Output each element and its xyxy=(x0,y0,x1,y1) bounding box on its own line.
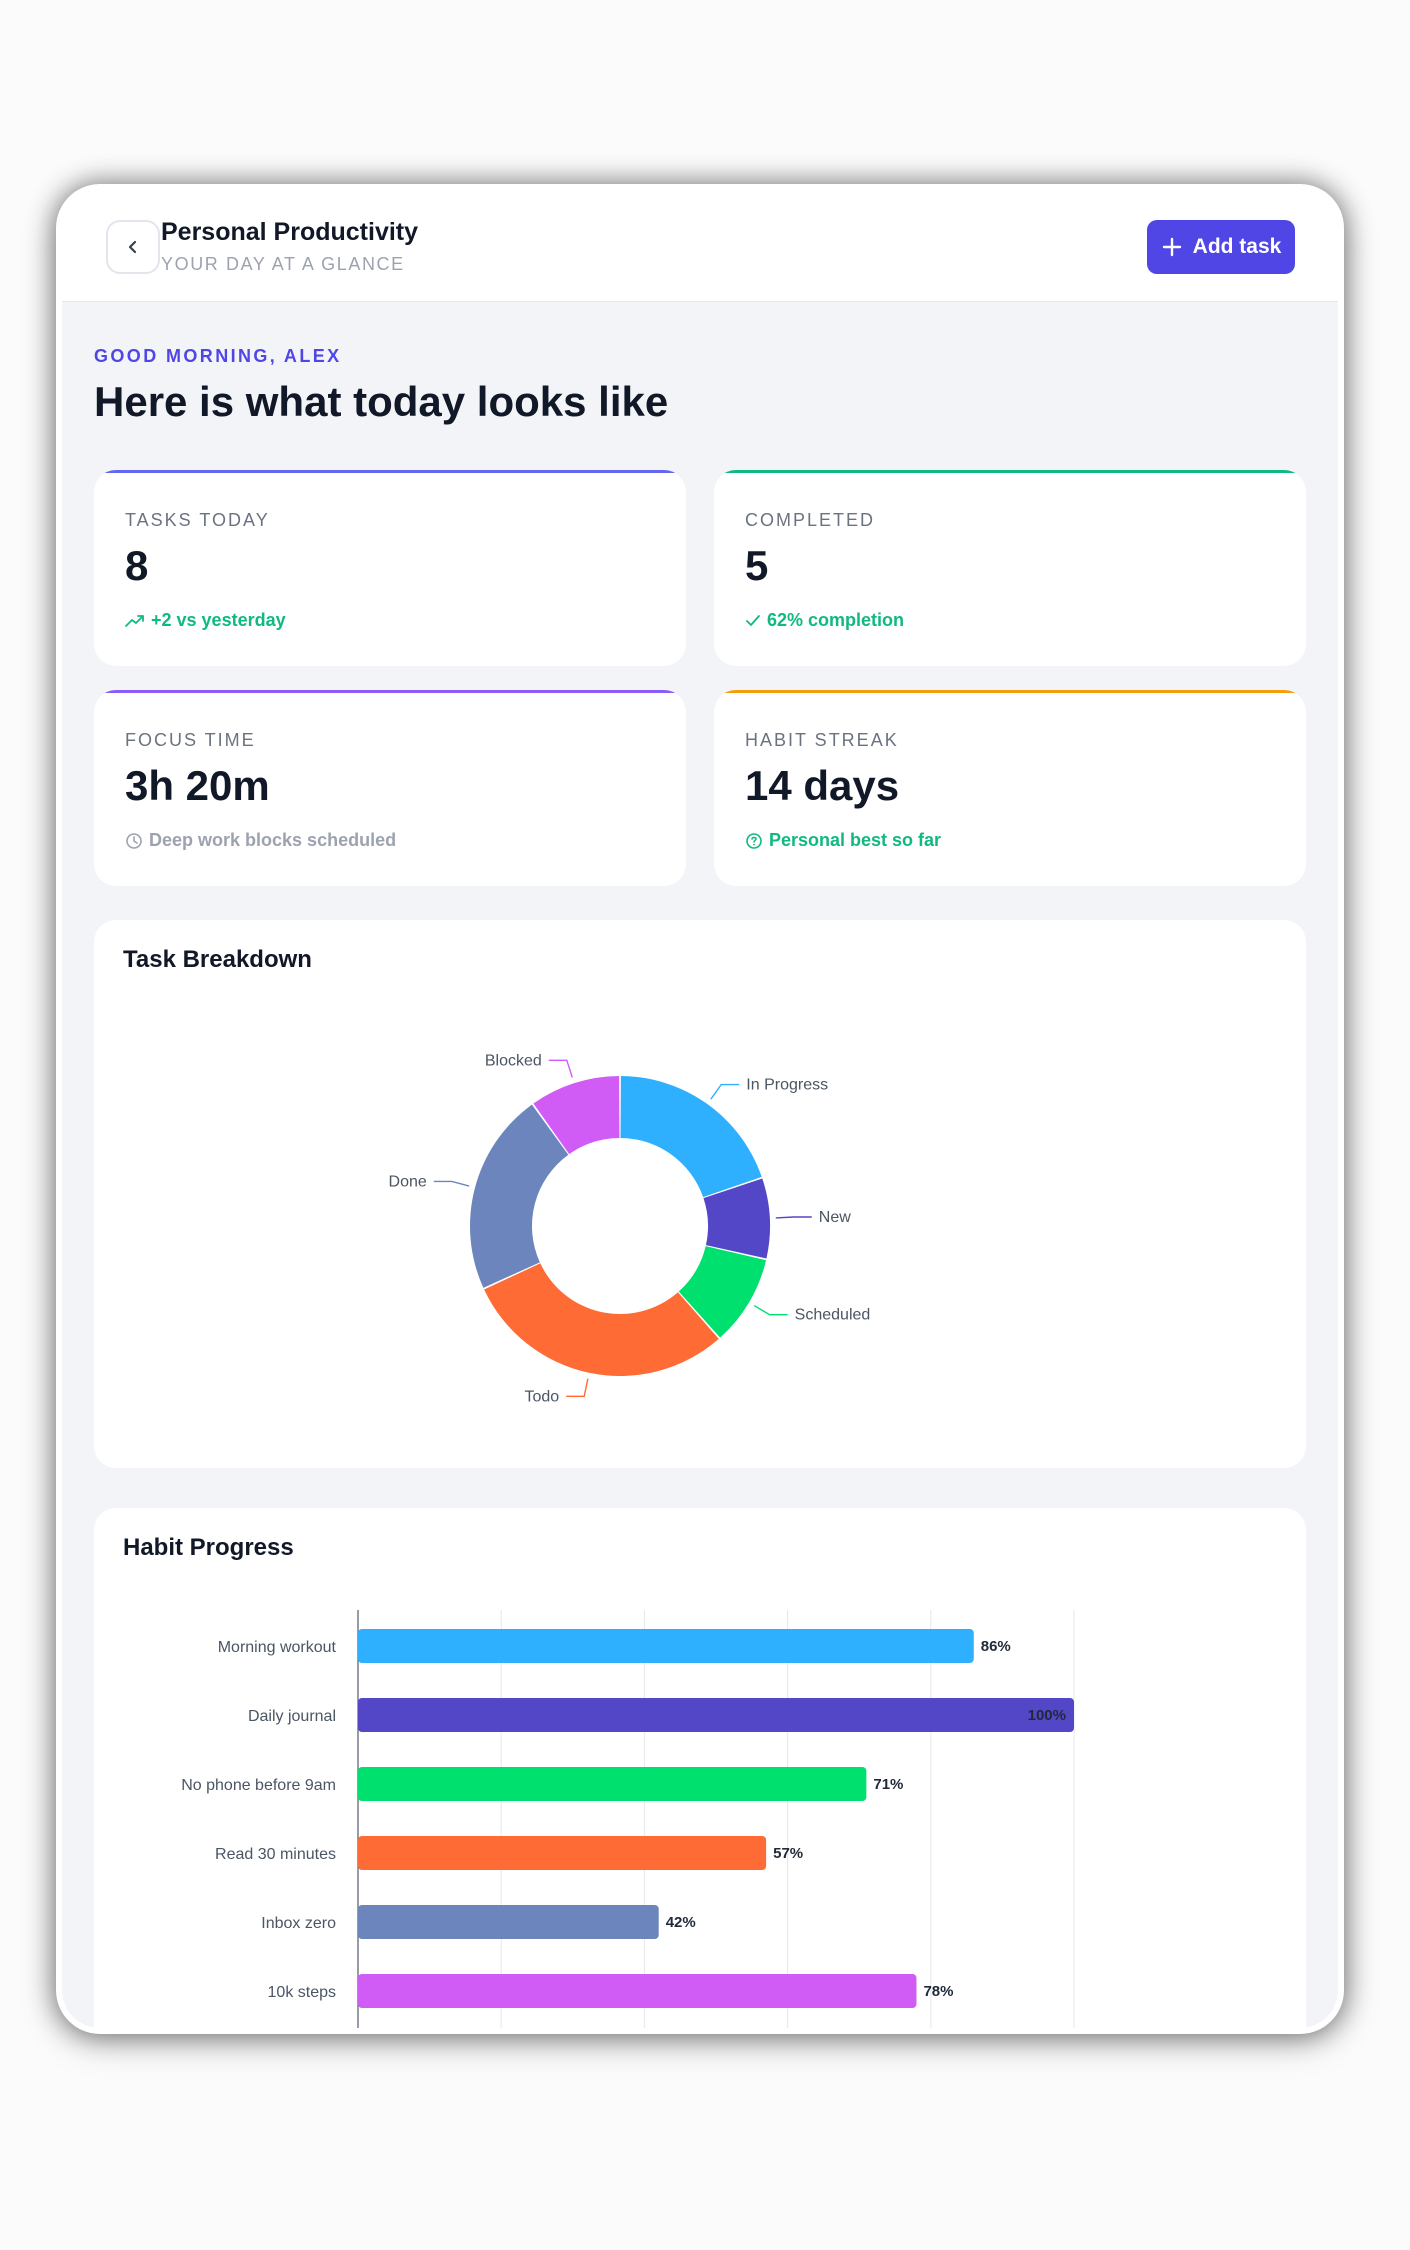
donut-leader-line xyxy=(548,1059,573,1078)
check-icon xyxy=(746,614,760,626)
plus-icon xyxy=(1162,237,1181,257)
stat-note: Personal best so far xyxy=(745,830,941,851)
stat-value: 8 xyxy=(125,542,149,589)
bar-category-label: Read 30 minutes xyxy=(215,1846,336,1863)
bar-morning-workout xyxy=(358,1629,974,1663)
bar-no-phone-before-9am xyxy=(358,1767,867,1801)
bar-value-label: 100% xyxy=(1028,1707,1066,1724)
bar-category-label: Morning workout xyxy=(218,1639,337,1656)
stat-label: HABIT STREAK xyxy=(745,730,899,750)
donut-leader-line xyxy=(433,1180,470,1187)
donut-slice-in-progress xyxy=(620,1076,762,1198)
stat-value: 14 days xyxy=(745,762,900,809)
donut-leader-line xyxy=(775,1216,812,1219)
app-window: Personal Productivity YOUR DAY AT A GLAN… xyxy=(62,190,1338,2028)
habit-progress-title: Habit Progress xyxy=(123,1534,294,1561)
donut-label-done: Done xyxy=(389,1173,427,1190)
stat-note-text: +2 vs yesterday xyxy=(151,610,286,630)
donut-label-blocked: Blocked xyxy=(485,1052,542,1069)
bar-value-label: 86% xyxy=(981,1638,1011,1655)
stat-note: +2 vs yesterday xyxy=(125,610,286,631)
bar-category-label: 10k steps xyxy=(268,1984,336,2001)
donut-label-todo: Todo xyxy=(525,1388,560,1405)
help-circle-icon xyxy=(746,832,762,849)
bar-category-label: No phone before 9am xyxy=(181,1777,336,1794)
task-breakdown-donut-chart: In Progress New Scheduled Todo Done Blocked xyxy=(389,1052,871,1405)
stat-value: 5 xyxy=(745,542,769,589)
stat-label: TASKS TODAY xyxy=(125,510,270,530)
chevron-left-icon xyxy=(128,240,137,254)
bar-value-label: 78% xyxy=(923,1983,953,2000)
bar-inbox-zero xyxy=(358,1905,659,1939)
donut-label-scheduled: Scheduled xyxy=(795,1307,871,1324)
greeting: GOOD MORNING, ALEX xyxy=(94,346,342,366)
stat-label: FOCUS TIME xyxy=(125,730,256,750)
page-headline: Here is what today looks like xyxy=(94,378,669,425)
top-bar: Personal Productivity YOUR DAY AT A GLAN… xyxy=(62,190,1338,302)
donut-label-in-progress: In Progress xyxy=(746,1077,828,1094)
back-button[interactable] xyxy=(106,220,160,274)
stat-card-habit-streak: HABIT STREAK 14 days Personal best so fa… xyxy=(714,690,1306,886)
stat-note: Deep work blocks scheduled xyxy=(125,830,396,851)
bar-value-label: 57% xyxy=(773,1845,803,1862)
add-task-label: Add task xyxy=(1192,235,1282,258)
stat-card-completed: COMPLETED 5 62% completion xyxy=(714,470,1306,666)
stat-note-text: Deep work blocks scheduled xyxy=(149,830,397,850)
bar-category-label: Inbox zero xyxy=(261,1915,336,1932)
bar-value-label: 71% xyxy=(873,1776,903,1793)
stat-note: 62% completion xyxy=(745,610,904,631)
app-title: Personal Productivity xyxy=(161,218,419,246)
stat-note-text: 62% completion xyxy=(767,610,905,630)
stat-label: COMPLETED xyxy=(745,510,876,530)
bar-value-label: 42% xyxy=(666,1914,696,1931)
stat-value: 3h 20m xyxy=(125,762,270,809)
donut-leader-line xyxy=(753,1304,788,1316)
habit-progress-card: Habit Progress Morning workout 86% Daily j… xyxy=(94,1508,1306,2028)
donut-slice-todo xyxy=(484,1263,719,1376)
bar-10k-steps xyxy=(358,1974,917,2008)
stat-card-focus-time: FOCUS TIME 3h 20m Deep work blocks sched… xyxy=(94,690,686,886)
donut-slice-done xyxy=(470,1104,569,1288)
clock-icon xyxy=(126,832,142,849)
task-breakdown-title: Task Breakdown xyxy=(123,946,312,973)
donut-leader-line xyxy=(566,1378,589,1397)
habit-progress-bar-chart: Morning workout 86% Daily journal 100% No ph… xyxy=(181,1610,1075,2028)
stat-note-text: Personal best so far xyxy=(769,830,942,850)
donut-slice-blocked xyxy=(533,1076,620,1155)
add-task-button[interactable]: Add task xyxy=(1147,220,1295,274)
trend-up-icon xyxy=(125,614,144,627)
donut-slice-new xyxy=(703,1178,770,1259)
stat-card-tasks-today: TASKS TODAY 8 +2 vs yesterday xyxy=(94,470,686,666)
donut-label-new: New xyxy=(819,1209,851,1226)
bar-read-30-minutes xyxy=(358,1836,767,1870)
task-breakdown-card: Task Breakdown In Progress New Scheduled To… xyxy=(94,920,1306,1468)
app-subtitle: YOUR DAY AT A GLANCE xyxy=(161,254,405,274)
donut-leader-line xyxy=(710,1083,740,1100)
bar-daily-journal xyxy=(358,1698,1074,1732)
donut-slice-scheduled xyxy=(678,1246,767,1338)
bar-category-label: Daily journal xyxy=(248,1708,336,1725)
